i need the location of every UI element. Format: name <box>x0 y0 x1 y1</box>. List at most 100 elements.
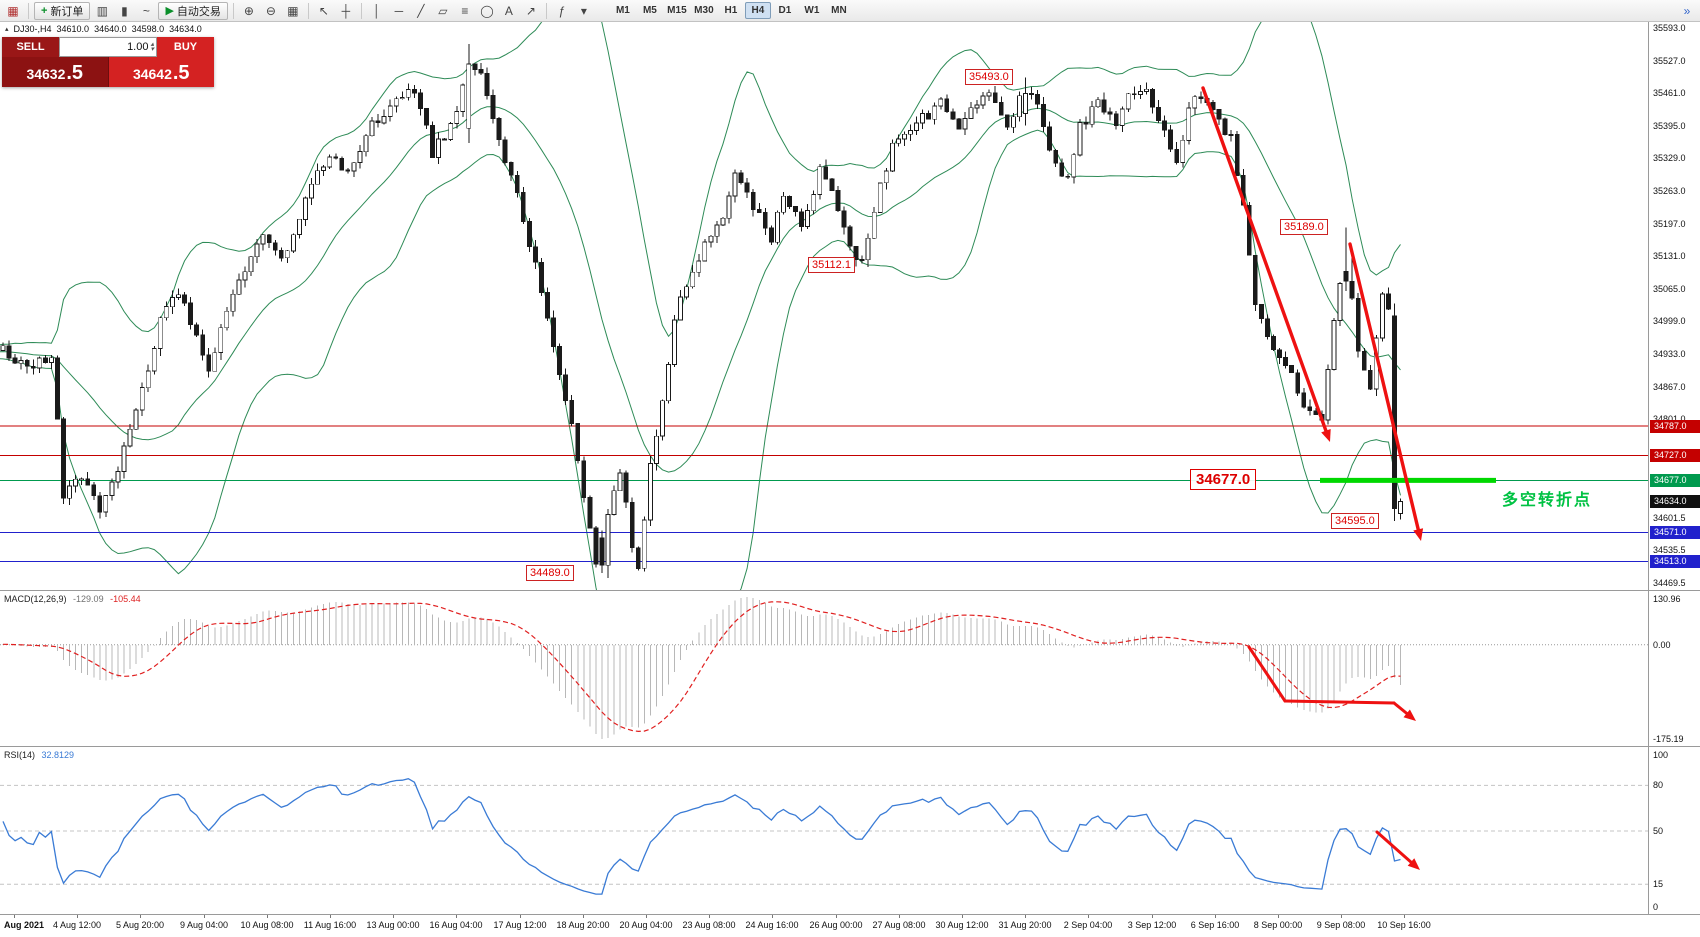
toolbar-right-group: » <box>1677 2 1697 20</box>
time-tick <box>204 915 205 918</box>
autotrade-button[interactable]: ▶ 自动交易 <box>158 1 228 20</box>
timeframe-bar: M1 M5 M15 M30 H1 H4 D1 W1 MN <box>610 2 852 19</box>
time-tick <box>1152 915 1153 918</box>
timeframe-M1[interactable]: M1 <box>615 5 630 16</box>
chart-line-icon[interactable]: ~ <box>142 3 150 18</box>
macd-trend-arrow[interactable] <box>1247 645 1416 721</box>
toolbar-icon-group: ▦ + 新订单 ▥ ▮ ~ ▶ 自动交易 ⊕ ⊖ ▦ ↖ ┼ │ ─ ╱ ▱ ≡ ◯ A ↗ ƒ ▾ <box>3 1 594 20</box>
zoom-out-icon[interactable]: ⊖ <box>265 3 276 18</box>
text-icon[interactable]: A <box>504 3 513 18</box>
timeframe-M15[interactable]: M15 <box>667 5 687 16</box>
price-tag-34677.0: 34677.0 <box>1650 474 1700 487</box>
time-tick <box>1025 915 1026 918</box>
volume-input[interactable]: 1.00 ▴ ▾ <box>59 37 157 57</box>
price-axis-label: 35065.0 <box>1653 284 1686 294</box>
rsi-axis: 100 80 50 15 0 <box>1648 747 1700 914</box>
time-label: 16 Aug 04:00 <box>429 920 483 930</box>
timeframe-M5[interactable]: M5 <box>642 5 657 16</box>
price-tag-34727.0: 34727.0 <box>1650 449 1700 462</box>
price-axis-label: 35131.0 <box>1653 251 1686 261</box>
ohlc-open: 34610.0 <box>56 24 90 34</box>
chart-bars-icon[interactable]: ▥ <box>96 3 109 18</box>
sell-button[interactable]: SELL <box>2 37 59 57</box>
time-label: 5 Aug 20:00 <box>115 920 165 930</box>
arrow-object-icon[interactable]: ↗ <box>525 3 536 18</box>
chart-ohlc-info: ▴ DJ30-,H4 34610.0 34640.0 34598.0 34634… <box>5 24 202 34</box>
vertical-line-icon[interactable]: │ <box>373 3 381 18</box>
time-label: 23 Aug 08:00 <box>682 920 736 930</box>
time-tick <box>77 915 78 918</box>
horizontal-line-icon[interactable]: ─ <box>394 3 404 18</box>
timeframe-MN[interactable]: MN <box>831 5 847 16</box>
time-label: 4 Aug 12:00 <box>52 920 102 930</box>
buy-price[interactable]: 34642.5 <box>108 57 214 87</box>
fibonacci-icon[interactable]: ≡ <box>461 3 469 18</box>
time-tick <box>1404 915 1405 918</box>
rsi-trend-arrow[interactable] <box>1375 830 1420 870</box>
tile-windows-icon[interactable]: ▦ <box>287 3 299 18</box>
time-label: 27 Aug 08:00 <box>872 920 926 930</box>
timeframe-H4[interactable]: H4 <box>744 2 771 19</box>
price-axis-label: 35461.0 <box>1653 88 1686 98</box>
turning-point-note[interactable]: 多空转折点 <box>1502 492 1593 509</box>
channel-icon[interactable]: ▱ <box>438 3 448 18</box>
rsi-value: 32.8129 <box>41 750 75 760</box>
trend-arrows[interactable] <box>1201 86 1424 541</box>
time-label: 6 Sep 16:00 <box>1190 920 1240 930</box>
chart-candles-icon[interactable]: ▮ <box>121 3 128 18</box>
macd-plot-area[interactable]: MACD(12,26,9) -129.09 -105.44 <box>0 591 1648 746</box>
volume-up-icon[interactable]: ▴ <box>150 41 154 48</box>
price-axis-label: 34535.5 <box>1653 545 1686 555</box>
price-tag-34571.0: 34571.0 <box>1650 526 1700 539</box>
time-tick <box>140 915 141 918</box>
shapes-icon[interactable]: ◯ <box>480 3 494 18</box>
time-tick <box>14 915 15 918</box>
ohlc-high: 34640.0 <box>94 24 127 34</box>
candles <box>0 44 1403 578</box>
buy-button[interactable]: BUY <box>157 37 214 57</box>
price-axis-label: 35197.0 <box>1653 219 1686 229</box>
time-label: 13 Aug 00:00 <box>366 920 420 930</box>
time-label: 11 Aug 16:00 <box>303 920 357 930</box>
price-axis-label: 34867.0 <box>1653 382 1686 392</box>
time-label: 9 Sep 08:00 <box>1316 920 1366 930</box>
bollinger-bands <box>0 22 1401 590</box>
timeframe-D1[interactable]: D1 <box>778 5 792 16</box>
zoom-in-icon[interactable]: ⊕ <box>243 3 254 18</box>
timeframe-H1[interactable]: H1 <box>724 5 738 16</box>
sell-price[interactable]: 34632.5 <box>2 57 109 87</box>
rsi-scale-label: 100 <box>1653 750 1669 760</box>
timeframe-M30[interactable]: M30 <box>694 5 714 16</box>
indicators-icon[interactable]: ƒ <box>558 3 566 18</box>
crosshair-icon[interactable]: ┼ <box>341 3 351 18</box>
price-callout-34677[interactable]: 34677.0 <box>1190 469 1257 490</box>
time-axis[interactable]: Aug 2021 4 Aug 12:00 5 Aug 20:00 9 Aug 04:0… <box>0 914 1700 937</box>
time-label: 2 Sep 04:00 <box>1063 920 1113 930</box>
time-tick <box>583 915 584 918</box>
volume-spinner[interactable]: ▴ ▾ <box>150 41 154 53</box>
price-callout-35189.0[interactable]: 35189.0 <box>1280 219 1328 235</box>
price-callout-34489.0[interactable]: 34489.0 <box>526 565 574 581</box>
price-axis: 35593.0 35527.0 35461.0 35395.0 35329.0 35263… <box>1648 22 1700 590</box>
macd-panel: MACD(12,26,9) -129.09 -105.44 130.96 0.00… <box>0 590 1700 746</box>
main-chart-canvas[interactable] <box>0 22 1648 590</box>
indicator-list-dropdown-icon[interactable]: ▾ <box>580 3 587 18</box>
price-callout-35112.1[interactable]: 35112.1 <box>808 257 855 273</box>
new-order-button[interactable]: + 新订单 <box>34 1 91 20</box>
price-callout-34595.0[interactable]: 34595.0 <box>1331 513 1379 529</box>
chart-plot-area[interactable]: 34677.0 多空转折点 35493.0 35189.0 35112.1 34595… <box>0 22 1648 590</box>
price-axis-label: 35527.0 <box>1653 56 1686 66</box>
horizontal-level-lines[interactable] <box>0 425 1648 562</box>
price-axis-label: 34469.5 <box>1653 578 1686 588</box>
timeframe-W1[interactable]: W1 <box>804 5 820 16</box>
volume-down-icon[interactable]: ▾ <box>150 46 154 53</box>
trendline-icon[interactable]: ╱ <box>417 3 425 18</box>
time-tick <box>899 915 900 918</box>
rsi-scale-label: 50 <box>1653 826 1664 836</box>
cursor-icon[interactable]: ↖ <box>318 3 329 18</box>
chart-shift-icon[interactable]: » <box>1683 3 1691 18</box>
rsi-plot-area[interactable]: RSI(14) 32.8129 <box>0 747 1648 914</box>
price-axis-label: 35593.0 <box>1653 23 1686 33</box>
chart-window-icon[interactable]: ▦ <box>7 3 19 18</box>
price-callout-35493.0[interactable]: 35493.0 <box>965 69 1013 85</box>
